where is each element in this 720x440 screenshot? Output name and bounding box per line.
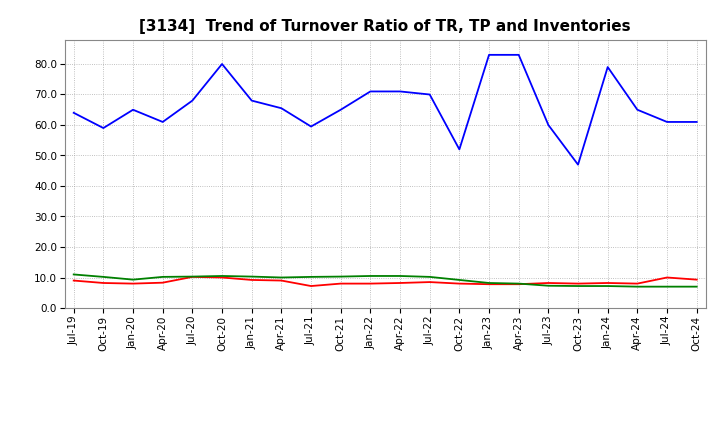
Trade Payables <box>307 124 315 129</box>
Trade Receivables <box>485 282 493 287</box>
Inventories <box>455 277 464 282</box>
Trade Receivables <box>129 281 138 286</box>
Trade Receivables <box>217 275 226 280</box>
Trade Payables <box>544 122 553 128</box>
Trade Receivables <box>307 283 315 289</box>
Inventories <box>426 274 434 279</box>
Trade Receivables <box>99 280 108 286</box>
Inventories <box>574 283 582 289</box>
Trade Receivables <box>277 278 286 283</box>
Inventories <box>307 274 315 279</box>
Trade Receivables <box>693 277 701 282</box>
Trade Payables <box>336 107 345 112</box>
Inventories <box>396 273 405 279</box>
Inventories <box>129 277 138 282</box>
Trade Payables <box>277 106 286 111</box>
Trade Receivables <box>544 280 553 286</box>
Legend: Trade Receivables, Trade Payables, Inventories: Trade Receivables, Trade Payables, Inven… <box>179 435 591 440</box>
Trade Receivables <box>69 278 78 283</box>
Inventories <box>158 274 167 279</box>
Trade Payables <box>69 110 78 115</box>
Inventories <box>366 273 374 279</box>
Trade Receivables <box>514 282 523 287</box>
Trade Payables <box>603 64 612 70</box>
Trade Receivables <box>336 281 345 286</box>
Trade Payables <box>574 162 582 167</box>
Inventories <box>277 275 286 280</box>
Trade Payables <box>248 98 256 103</box>
Inventories <box>99 274 108 279</box>
Trade Receivables <box>574 281 582 286</box>
Inventories <box>336 274 345 279</box>
Trade Receivables <box>158 280 167 285</box>
Trade Receivables <box>426 279 434 285</box>
Line: Inventories: Inventories <box>73 275 697 286</box>
Inventories <box>217 273 226 279</box>
Trade Receivables <box>603 280 612 286</box>
Trade Receivables <box>633 281 642 286</box>
Trade Payables <box>485 52 493 58</box>
Trade Payables <box>396 89 405 94</box>
Trade Receivables <box>188 274 197 279</box>
Title: [3134]  Trend of Turnover Ratio of TR, TP and Inventories: [3134] Trend of Turnover Ratio of TR, TP… <box>140 19 631 34</box>
Inventories <box>514 281 523 286</box>
Trade Payables <box>217 61 226 66</box>
Inventories <box>693 284 701 289</box>
Inventories <box>544 283 553 288</box>
Line: Trade Receivables: Trade Receivables <box>73 277 697 286</box>
Trade Receivables <box>662 275 671 280</box>
Inventories <box>662 284 671 289</box>
Inventories <box>603 283 612 289</box>
Trade Payables <box>99 125 108 131</box>
Inventories <box>188 274 197 279</box>
Trade Payables <box>129 107 138 112</box>
Trade Receivables <box>455 281 464 286</box>
Trade Payables <box>693 119 701 125</box>
Trade Payables <box>158 119 167 125</box>
Trade Payables <box>455 147 464 152</box>
Trade Payables <box>366 89 374 94</box>
Trade Payables <box>662 119 671 125</box>
Trade Payables <box>514 52 523 58</box>
Inventories <box>248 274 256 279</box>
Inventories <box>69 272 78 277</box>
Trade Payables <box>633 107 642 112</box>
Trade Payables <box>426 92 434 97</box>
Trade Receivables <box>366 281 374 286</box>
Trade Receivables <box>396 280 405 286</box>
Trade Payables <box>188 98 197 103</box>
Trade Receivables <box>248 277 256 282</box>
Line: Trade Payables: Trade Payables <box>73 55 697 165</box>
Inventories <box>485 280 493 286</box>
Inventories <box>633 284 642 289</box>
